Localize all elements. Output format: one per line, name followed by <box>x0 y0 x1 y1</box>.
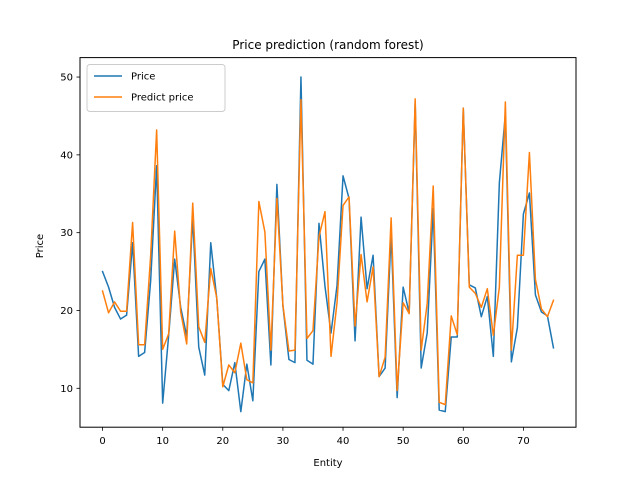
plot-frame <box>79 57 577 428</box>
y-tick-label: 30 <box>60 228 73 239</box>
chart-title: Price prediction (random forest) <box>232 38 423 52</box>
series-line-predict-price <box>101 98 555 406</box>
x-tick-label: 60 <box>457 436 470 447</box>
legend: Price Predict price <box>86 64 226 112</box>
x-tick-label: 20 <box>216 436 229 447</box>
x-tick-label: 40 <box>337 436 350 447</box>
x-tick-label: 50 <box>397 436 410 447</box>
legend-label: Predict price <box>131 93 194 104</box>
y-tick-label: 50 <box>60 73 73 84</box>
plot-area <box>101 76 555 413</box>
series-line-price <box>101 76 555 413</box>
y-axis-label: Price <box>35 234 46 258</box>
x-tick-label: 70 <box>517 436 530 447</box>
y-tick-label: 20 <box>60 306 73 317</box>
x-tick-label: 0 <box>99 436 105 447</box>
legend-label: Price <box>131 72 155 83</box>
y-tick-label: 10 <box>60 384 73 395</box>
x-tick-label: 10 <box>156 436 169 447</box>
legend-box <box>86 64 226 112</box>
y-tick-label: 40 <box>60 150 73 161</box>
x-tick-label: 30 <box>277 436 290 447</box>
x-axis: 0 10 20 30 40 50 60 70 <box>99 427 530 447</box>
x-axis-label: Entity <box>313 458 342 469</box>
y-axis: 10 20 30 40 50 <box>60 73 80 395</box>
